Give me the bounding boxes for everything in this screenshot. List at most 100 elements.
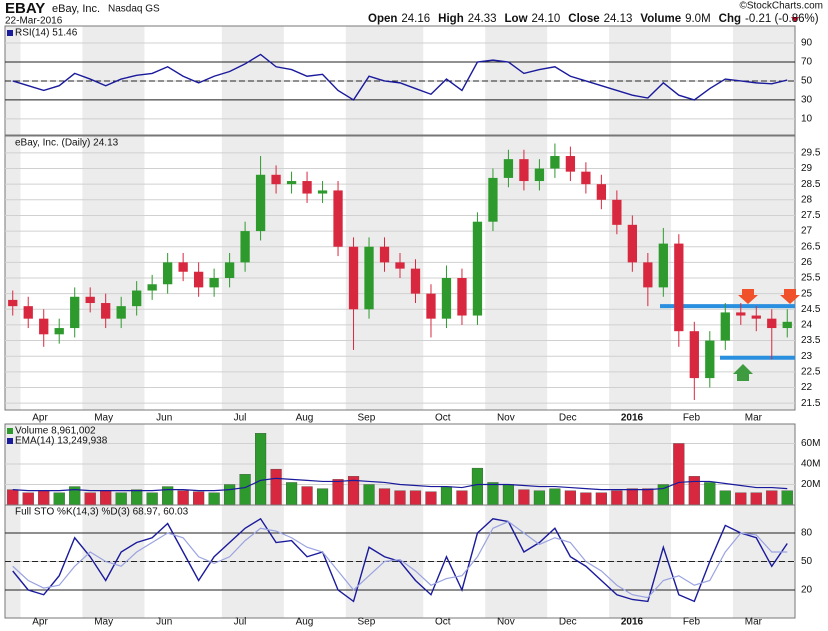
quote-label: Volume bbox=[640, 13, 681, 25]
candle-body bbox=[302, 181, 312, 194]
x-tick-label: Oct bbox=[435, 413, 451, 424]
volume-bar bbox=[22, 492, 34, 506]
candle-body bbox=[286, 181, 297, 185]
x-tick-label: 2016 bbox=[621, 413, 644, 424]
volume-bar bbox=[270, 468, 282, 506]
y-tick-label: 70 bbox=[801, 57, 813, 68]
volume-bar bbox=[626, 488, 638, 506]
y-tick-label: 25.5 bbox=[801, 273, 821, 284]
candle-body bbox=[333, 190, 343, 247]
volume-bar bbox=[735, 492, 747, 506]
legend-label: Volume 8,961,002 bbox=[15, 426, 96, 437]
y-tick-label: 29.5 bbox=[801, 148, 821, 159]
y-tick-label: 22.5 bbox=[801, 366, 821, 377]
y-tick-label: 10 bbox=[801, 114, 813, 125]
arrow-down bbox=[780, 289, 800, 304]
x-tick-label: Mar bbox=[745, 617, 763, 628]
x-tick-label: Apr bbox=[32, 617, 48, 628]
volume-bar bbox=[193, 491, 205, 506]
y-tick-label: 26.5 bbox=[801, 241, 821, 252]
volume-bar bbox=[84, 492, 96, 506]
chg-arrow bbox=[791, 17, 799, 22]
company-name: eBay, Inc. bbox=[52, 3, 100, 15]
candle-body bbox=[163, 262, 173, 285]
volume-bar bbox=[518, 489, 530, 506]
series-line bbox=[12, 517, 788, 603]
candle-body bbox=[658, 243, 668, 288]
candle-body bbox=[101, 303, 111, 319]
candle-body bbox=[534, 168, 545, 182]
quote-value: 24.16 bbox=[401, 13, 430, 25]
volume-bar bbox=[409, 490, 422, 506]
candle-body bbox=[612, 199, 622, 225]
month-stripe bbox=[733, 136, 795, 410]
x-tick-label: Jul bbox=[234, 413, 247, 424]
quote-value: 9.0M bbox=[685, 13, 711, 25]
quote-value: 24.10 bbox=[532, 13, 561, 25]
watermark: ©StockCharts.com bbox=[739, 1, 823, 12]
y-tick-label: 20 bbox=[801, 585, 813, 596]
panel-title: Full STO %K(14,3) %D(3) 68.97, 60.03 bbox=[15, 507, 189, 518]
quote-value: 24.33 bbox=[468, 13, 497, 25]
x-tick-label: Jun bbox=[156, 413, 172, 424]
y-tick-label: 23.5 bbox=[801, 335, 821, 346]
candle-body bbox=[147, 284, 157, 291]
exchange: Nasdaq GS bbox=[108, 4, 160, 15]
candle-body bbox=[782, 321, 792, 329]
volume-bar bbox=[595, 492, 607, 506]
volume-bar bbox=[394, 490, 406, 506]
candle-body bbox=[193, 271, 204, 288]
y-tick-label: 90 bbox=[801, 38, 813, 49]
volume-bar bbox=[549, 488, 561, 506]
volume-bar bbox=[100, 490, 112, 506]
month-stripe bbox=[82, 136, 145, 410]
candle-body bbox=[627, 224, 637, 263]
y-tick-label: 28 bbox=[801, 194, 813, 205]
volume-bar bbox=[642, 488, 654, 506]
quote-label: Open bbox=[368, 13, 397, 25]
volume-bar bbox=[781, 490, 793, 506]
candle-body bbox=[364, 246, 374, 310]
candle-body bbox=[550, 156, 560, 169]
volume-bar bbox=[750, 492, 762, 506]
candle-body bbox=[379, 246, 390, 263]
quote-label: Close bbox=[568, 13, 599, 25]
x-tick-label: Jun bbox=[156, 617, 172, 628]
y-tick-label: 27.5 bbox=[801, 210, 821, 221]
volume-bar bbox=[688, 476, 700, 506]
volume-bar bbox=[456, 490, 468, 506]
x-tick-label: Nov bbox=[497, 617, 515, 628]
candle-body bbox=[767, 318, 777, 329]
candle-body bbox=[488, 177, 498, 222]
legend-label: EMA(14) 13,249,938 bbox=[15, 436, 108, 447]
x-tick-label: Sep bbox=[358, 617, 376, 628]
x-tick-label: Oct bbox=[435, 617, 451, 628]
candle-body bbox=[209, 278, 219, 288]
volume-bar bbox=[7, 489, 19, 506]
volume-bar bbox=[440, 486, 453, 506]
candle-body bbox=[224, 262, 235, 279]
x-tick-label: Mar bbox=[745, 413, 763, 424]
date: 22-Mar-2016 bbox=[5, 16, 63, 27]
candle-body bbox=[23, 306, 33, 319]
candle-body bbox=[581, 171, 591, 185]
candle-body bbox=[116, 306, 126, 319]
candle-body bbox=[472, 221, 483, 316]
volume-bar bbox=[502, 484, 515, 506]
volume-bar bbox=[177, 490, 189, 506]
candle-body bbox=[54, 328, 64, 335]
x-tick-label: Feb bbox=[683, 617, 701, 628]
volume-bar bbox=[239, 474, 251, 506]
volume-bar bbox=[704, 482, 716, 506]
candle-body bbox=[255, 174, 266, 232]
candle-body bbox=[596, 184, 607, 200]
volume-bar bbox=[611, 490, 623, 506]
candle-body bbox=[132, 290, 142, 307]
candle-body bbox=[39, 318, 49, 335]
x-tick-label: May bbox=[94, 617, 113, 628]
y-tick-label: 30 bbox=[801, 95, 813, 106]
candle-body bbox=[271, 174, 281, 185]
month-stripe bbox=[345, 136, 424, 410]
volume-bar bbox=[38, 490, 50, 506]
